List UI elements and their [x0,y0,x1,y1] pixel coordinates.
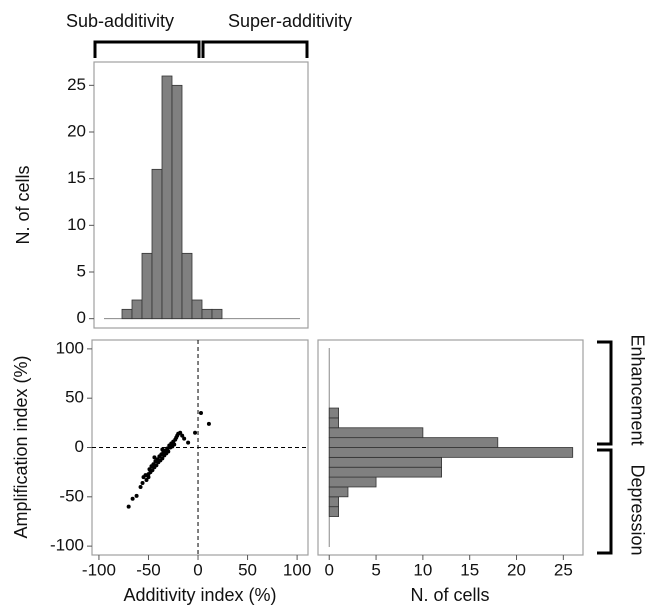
x-tick-label: 25 [554,560,573,579]
bar [328,437,499,448]
bar [328,496,340,508]
x-tick-label: -100 [82,560,116,579]
bar [161,75,173,320]
bar [141,252,153,320]
y-tick-label: 15 [67,168,86,187]
y-tick-label: -50 [59,486,84,505]
y-axis-label: N. of cells [13,165,33,244]
point [166,449,171,454]
bar [181,252,193,320]
x-axis-label: N. of cells [410,585,489,605]
annotation: Enhancement [627,334,647,445]
y-tick-label: 5 [77,261,86,280]
point [206,421,211,426]
bar [328,466,443,478]
bar [151,168,163,320]
x-tick-label: 50 [238,560,257,579]
y-tick-label: 0 [77,308,86,327]
x-tick-label: 100 [283,560,311,579]
point [178,430,183,435]
y-tick-label: -100 [50,536,84,555]
annotation: Depression [627,464,647,555]
bar [328,417,340,429]
y-tick-label: 20 [67,121,86,140]
point [160,447,165,452]
panel-frame [317,339,584,556]
y-axis-label: Amplification index (%) [11,355,31,538]
point [146,475,151,480]
bar [191,299,203,320]
x-tick-label: 20 [507,560,526,579]
bar [121,308,133,320]
point [154,463,159,468]
point [193,430,198,435]
point [160,456,165,461]
bar [328,486,349,498]
point [126,504,131,509]
y-tick-label: 100 [56,338,84,357]
x-tick-label: 0 [325,560,334,579]
bar [328,447,574,458]
point [138,484,143,489]
bar [171,84,183,320]
point [150,468,155,473]
bar [211,308,223,320]
bar [328,427,424,439]
bar [328,476,377,488]
y-tick-label: 10 [67,215,86,234]
bracket [93,40,201,58]
bracket [597,340,613,446]
x-tick-label: -50 [136,560,161,579]
point [180,433,185,438]
point [130,496,135,501]
point [134,493,139,498]
point [172,442,177,447]
bar [131,299,143,320]
bar [328,407,340,419]
point [144,478,149,483]
bracket [597,448,613,555]
point [152,455,157,460]
point [186,440,191,445]
x-tick-label: 10 [413,560,432,579]
point [140,481,145,486]
annotation: Super-additivity [228,11,352,31]
bar [328,506,340,517]
x-axis-label: Additivity index (%) [123,585,276,605]
bracket [201,40,309,58]
annotation: Sub-additivity [66,11,174,31]
y-tick-label: 0 [75,437,84,456]
point [198,410,203,415]
x-tick-label: 0 [193,560,202,579]
bar [328,456,443,468]
panel-frame [93,61,309,329]
y-tick-label: 25 [67,75,86,94]
x-tick-label: 15 [460,560,479,579]
y-tick-label: 50 [65,388,84,407]
point [182,436,187,441]
x-tick-label: 5 [371,560,380,579]
bar [201,308,213,320]
